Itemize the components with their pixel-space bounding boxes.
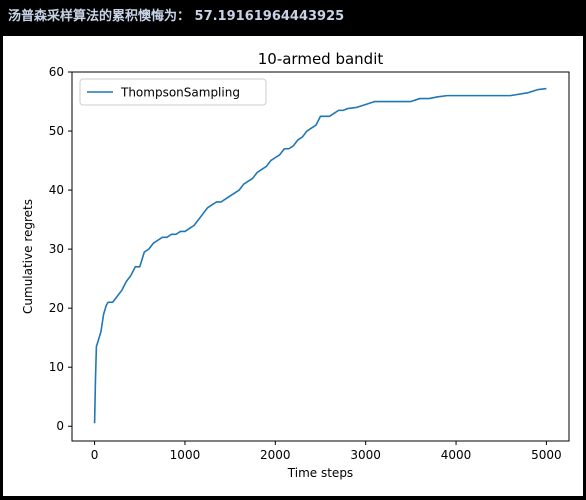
x-tick-label: 0 xyxy=(91,448,99,462)
x-tick-label: 5000 xyxy=(531,448,562,462)
output-text: 汤普森采样算法的累积懊悔为： 57.19161964443925 xyxy=(8,9,345,24)
legend-label: ThompsonSampling xyxy=(120,86,240,100)
chart-title: 10-armed bandit xyxy=(258,50,384,68)
x-tick-label: 1000 xyxy=(170,448,201,462)
x-tick-label: 4000 xyxy=(441,448,472,462)
legend-box xyxy=(79,78,267,106)
chart: 0 1000 2000 3000 4000 5000 0 10 20 30 40 50 60 10-arm… xyxy=(21,50,570,480)
x-tick-label: 2000 xyxy=(260,448,291,462)
y-axis-label: Cumulative regrets xyxy=(21,199,35,314)
y-tick-label: 50 xyxy=(49,124,64,138)
axes-frame xyxy=(71,71,570,442)
y-tick-label: 40 xyxy=(49,183,64,197)
series-line-thompsonsampling xyxy=(93,87,547,424)
y-tick-label: 30 xyxy=(49,242,64,256)
y-tick-label: 10 xyxy=(49,360,64,374)
figure: 0 1000 2000 3000 4000 5000 0 10 20 30 40 50 60 10-arm… xyxy=(3,36,583,496)
y-tick-label: 60 xyxy=(49,65,64,79)
y-tick-label: 0 xyxy=(56,419,64,433)
x-axis-label: Time steps xyxy=(287,466,353,480)
y-tick-label: 20 xyxy=(49,301,64,315)
x-tick-label: 3000 xyxy=(350,448,381,462)
